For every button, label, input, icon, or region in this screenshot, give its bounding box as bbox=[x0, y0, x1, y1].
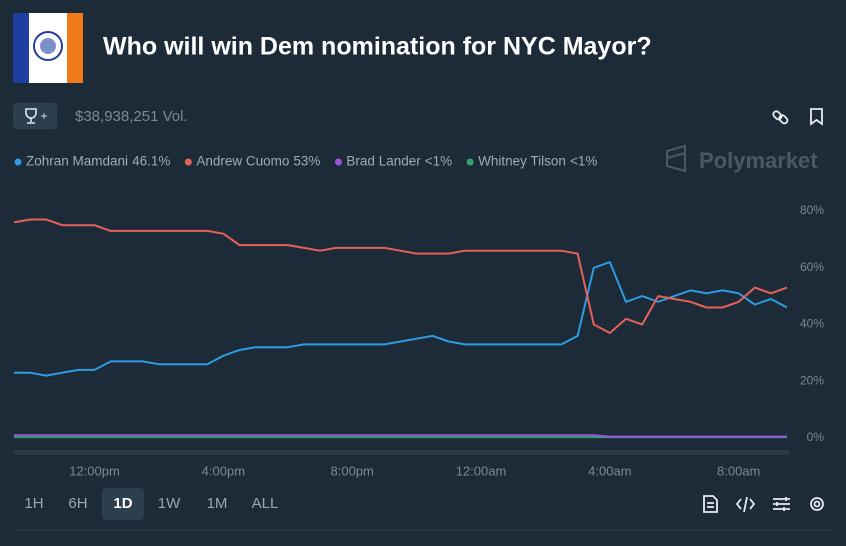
volume: $38,938,251 Vol. bbox=[75, 108, 188, 125]
scroll-bar bbox=[14, 450, 790, 455]
series-line bbox=[14, 434, 787, 438]
legend-value: <1% bbox=[570, 154, 597, 169]
legend-value: 53% bbox=[293, 154, 320, 169]
range-label: 1H bbox=[24, 495, 43, 512]
legend-item: Zohran Mamdani 46.1% bbox=[14, 154, 170, 169]
gear-button[interactable] bbox=[810, 497, 824, 511]
y-tick-label: 0% bbox=[807, 430, 825, 444]
range-button[interactable]: 1W bbox=[158, 495, 181, 512]
market-icon bbox=[13, 13, 83, 83]
plot: 0% 20% 40% 60% 80% 12:00pm 4:00pm 8:00pm 12:00am… bbox=[13, 203, 825, 478]
range-label: 6H bbox=[68, 495, 87, 512]
range-label: ALL bbox=[252, 495, 279, 512]
y-tick-label: 60% bbox=[800, 260, 824, 274]
settings-button[interactable] bbox=[773, 497, 790, 511]
brand-logo: Polymarket bbox=[666, 144, 818, 173]
doc-button[interactable] bbox=[703, 495, 718, 513]
legend-value: <1% bbox=[425, 154, 452, 169]
legend-dot bbox=[466, 158, 474, 166]
bookmark-button[interactable] bbox=[810, 108, 823, 126]
series-line bbox=[14, 261, 788, 377]
x-tick-label: 12:00am bbox=[456, 463, 507, 478]
legend-item: Brad Lander <1% bbox=[334, 154, 452, 169]
y-tick-label: 40% bbox=[800, 317, 824, 331]
range-button[interactable]: 1D bbox=[102, 488, 144, 520]
svg-text:+: + bbox=[40, 109, 47, 123]
x-tick-label: 4:00pm bbox=[202, 463, 245, 478]
legend-item: Andrew Cuomo 53% bbox=[184, 154, 320, 169]
x-tick-label: 12:00pm bbox=[69, 463, 120, 478]
legend-value: 46.1% bbox=[132, 154, 170, 169]
tool-icons bbox=[703, 495, 824, 513]
y-tick-label: 80% bbox=[800, 203, 824, 217]
legend-item: Whitney Tilson <1% bbox=[466, 154, 597, 169]
link-button[interactable] bbox=[772, 110, 789, 125]
brand-name: Polymarket bbox=[699, 148, 818, 173]
legend-name: Zohran Mamdani bbox=[26, 154, 128, 169]
x-tick-label: 4:00am bbox=[588, 463, 631, 478]
range-active-bg bbox=[102, 488, 144, 520]
range-button[interactable]: 1H bbox=[24, 495, 43, 512]
embed-button[interactable] bbox=[735, 496, 756, 513]
range-label: 1D bbox=[113, 495, 132, 512]
y-tick-label: 20% bbox=[800, 373, 824, 387]
legend-name: Andrew Cuomo bbox=[196, 154, 289, 169]
market-title: Who will win Dem nomination for NYC Mayo… bbox=[103, 33, 652, 61]
x-tick-label: 8:00am bbox=[717, 463, 760, 478]
legend-name: Brad Lander bbox=[346, 154, 421, 169]
legend-dot bbox=[334, 158, 342, 166]
x-tick-label: 8:00pm bbox=[331, 463, 374, 478]
trophy-button[interactable]: + bbox=[13, 103, 57, 129]
range-button[interactable]: ALL bbox=[252, 495, 279, 512]
range-buttons: 1H 6H 1D 1W 1M ALL bbox=[24, 488, 278, 520]
range-button[interactable]: 1M bbox=[207, 495, 228, 512]
series-line bbox=[13, 218, 788, 334]
legend-name: Whitney Tilson bbox=[478, 154, 566, 169]
legend: Zohran Mamdani 46.1% Andrew Cuomo 53% Brad L… bbox=[14, 154, 597, 169]
legend-dot bbox=[14, 158, 22, 166]
range-button[interactable]: 6H bbox=[68, 495, 87, 512]
range-label: 1W bbox=[158, 495, 181, 512]
legend-dot bbox=[184, 158, 192, 166]
range-label: 1M bbox=[207, 495, 228, 512]
